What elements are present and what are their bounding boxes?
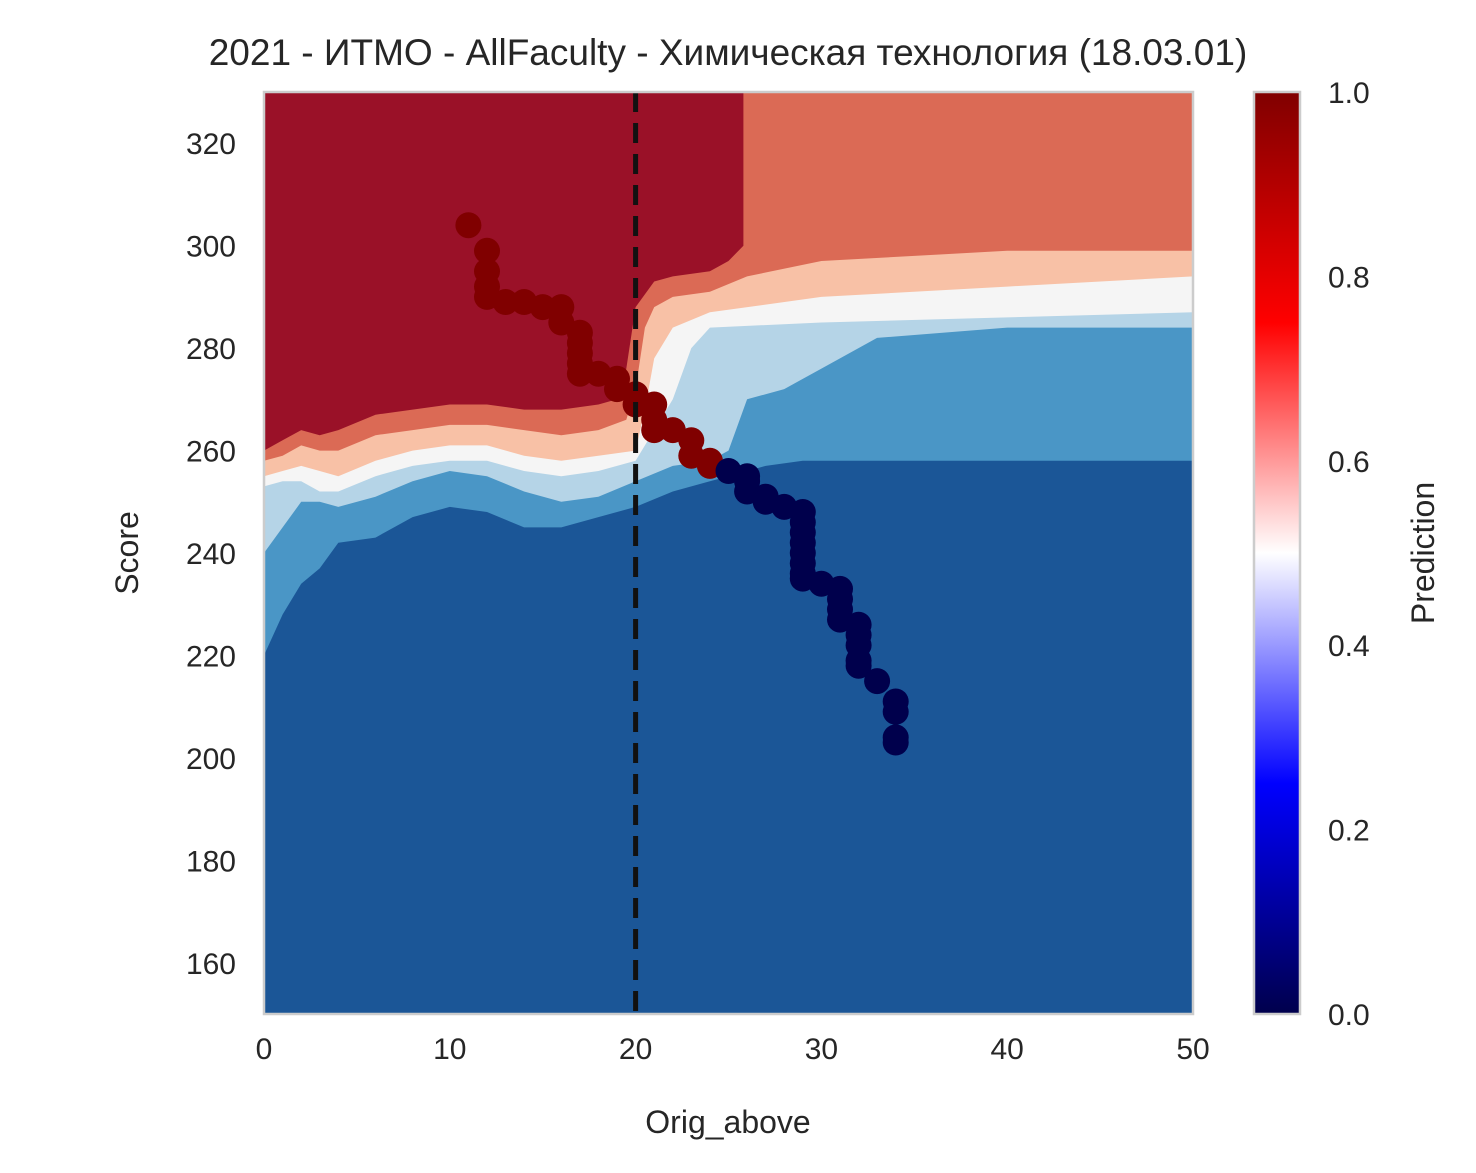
x-tick-label: 10 [433,1033,466,1066]
colorbar-tick-label: 0.0 [1328,999,1370,1032]
contour-band-6 [264,92,744,451]
colorbar-tick-label: 0.8 [1328,261,1370,294]
plot-frame [262,90,1195,1016]
y-tick-label: 160 [186,948,236,981]
y-tick-label: 220 [186,640,236,673]
chart-title: 2021 - ИТМО - AllFaculty - Химическая те… [209,32,1248,73]
data-point [882,729,909,756]
x-axis-label: Orig_above [645,1104,810,1140]
plot-area [264,92,1193,1014]
x-tick-label: 40 [991,1033,1024,1066]
series-0 [455,212,723,479]
colorbar-bar [1252,90,1302,1016]
y-axis-label: Score [109,511,145,595]
series-1 [715,458,909,756]
y-axis: 160 180 200 220 240 260 280 300 320 [186,128,236,981]
y-tick-label: 200 [186,743,236,776]
colorbar-label: Prediction [1405,482,1441,624]
y-tick-label: 240 [186,538,236,571]
data-point [529,294,556,321]
data-point [641,417,668,444]
prediction-contour [264,92,1193,1014]
x-tick-label: 20 [619,1033,652,1066]
colorbar-tick-label: 1.0 [1328,77,1370,110]
colorbar: 0.0 0.2 0.4 0.6 0.8 1.0 Prediction [1252,77,1441,1032]
data-point [864,668,891,695]
y-tick-label: 260 [186,436,236,469]
x-tick-label: 0 [256,1033,273,1066]
data-point [845,652,872,679]
colorbar-tick-label: 0.2 [1328,815,1370,848]
data-point [474,237,500,264]
x-tick-label: 50 [1176,1033,1209,1066]
data-point [566,360,593,387]
x-axis: 0 10 20 30 40 50 [256,1033,1210,1066]
x-tick-label: 30 [805,1033,838,1066]
y-tick-label: 180 [186,845,236,878]
colorbar-ticks: 0.0 0.2 0.4 0.6 0.8 1.0 [1328,77,1370,1032]
scatter-series [455,212,909,756]
data-point [492,289,519,315]
data-point [882,698,909,725]
y-tick-label: 280 [186,333,236,366]
y-tick-label: 300 [186,231,236,264]
y-tick-label: 320 [186,128,236,161]
colorbar-tick-label: 0.4 [1328,630,1370,663]
colorbar-tick-label: 0.6 [1328,446,1370,479]
data-point [455,212,482,239]
